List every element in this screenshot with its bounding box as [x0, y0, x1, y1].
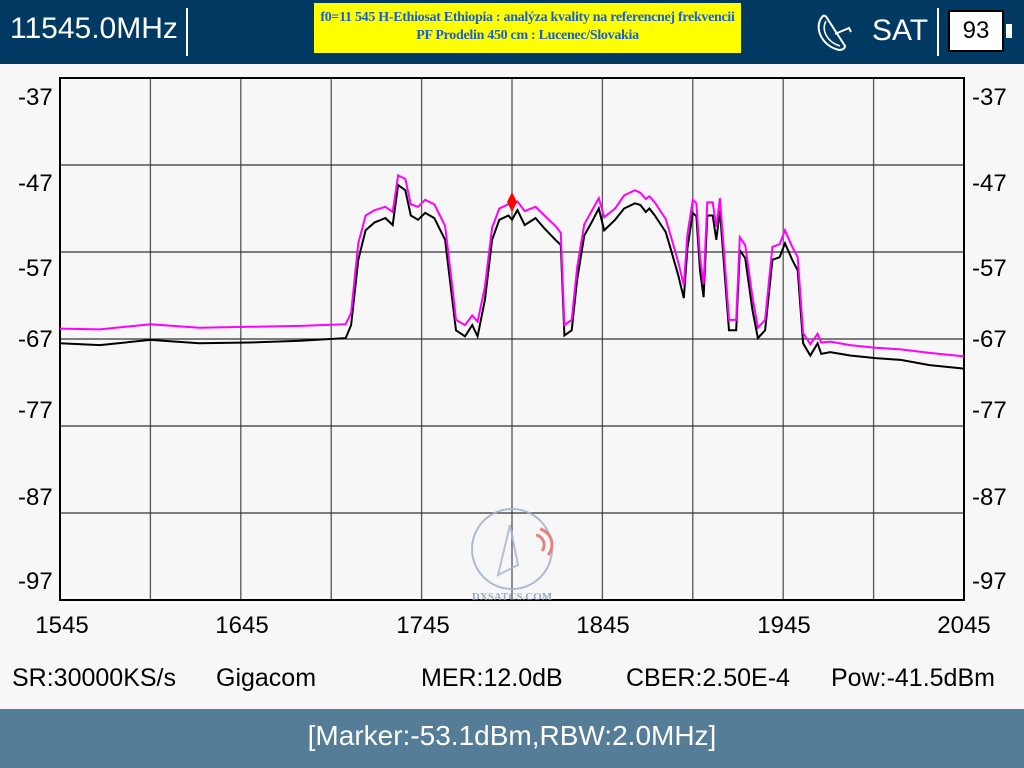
battery-level: 93 — [948, 10, 1004, 52]
x-tick: 2045 — [937, 612, 991, 639]
mode-label[interactable]: SAT — [872, 14, 929, 47]
mer-value: MER:12.0dB — [421, 664, 563, 692]
x-tick: 1845 — [576, 612, 630, 639]
power-value: Pow:-41.5dBm — [831, 664, 995, 692]
y-tick-left: -87 — [18, 484, 53, 511]
dish-logo-icon — [471, 508, 554, 590]
y-tick-right: -97 — [972, 568, 1007, 595]
x-tick: 1645 — [215, 612, 269, 639]
trace-current — [59, 183, 965, 370]
top-bar: 11545.0MHz f0=11 545 H-Ethiosat Ethiopia… — [0, 0, 1024, 64]
y-tick-left: -57 — [18, 255, 53, 282]
divider — [186, 8, 188, 56]
y-tick-right: -37 — [972, 84, 1007, 111]
symbol-rate: SR:30000KS/s — [12, 664, 176, 692]
y-tick-right: -67 — [972, 326, 1007, 353]
trace-max-hold — [59, 173, 965, 358]
y-tick-left: -47 — [18, 170, 53, 197]
y-tick-left: -37 — [18, 84, 53, 111]
y-tick-left: -97 — [18, 568, 53, 595]
x-tick: 1745 — [396, 612, 450, 639]
center-frequency[interactable]: 11545.0MHz — [10, 12, 178, 45]
watermark-logo: DXSATCS.COM — [458, 505, 566, 603]
marker-diamond — [507, 192, 517, 213]
x-tick: 1545 — [35, 612, 89, 639]
cber-value: CBER:2.50E-4 — [626, 664, 790, 692]
annotation-line-1: f0=11 545 H-Ethiosat Ethiopia : analýza … — [320, 10, 735, 25]
y-tick-right: -87 — [972, 484, 1007, 511]
annotation-line-2: PF Prodelin 450 cm : Lucenec/Slovakia — [416, 28, 639, 43]
y-tick-right: -77 — [972, 397, 1007, 424]
divider — [937, 8, 939, 56]
y-tick-right: -57 — [972, 255, 1007, 282]
y-tick-left: -67 — [18, 326, 53, 353]
battery-icon — [1006, 24, 1012, 38]
plot-frame — [59, 77, 965, 601]
satellite-dish-icon — [817, 14, 852, 52]
x-tick: 1945 — [757, 612, 811, 639]
y-tick-left: -77 — [18, 397, 53, 424]
marker-info-bar: [Marker:-53.1dBm,RBW:2.0MHz] — [0, 709, 1024, 768]
operator-name: Gigacom — [216, 664, 317, 692]
y-tick-right: -47 — [972, 170, 1007, 197]
watermark-text: DXSATCS.COM — [471, 591, 553, 603]
annotation-banner: f0=11 545 H-Ethiosat Ethiopia : analýza … — [314, 3, 741, 53]
